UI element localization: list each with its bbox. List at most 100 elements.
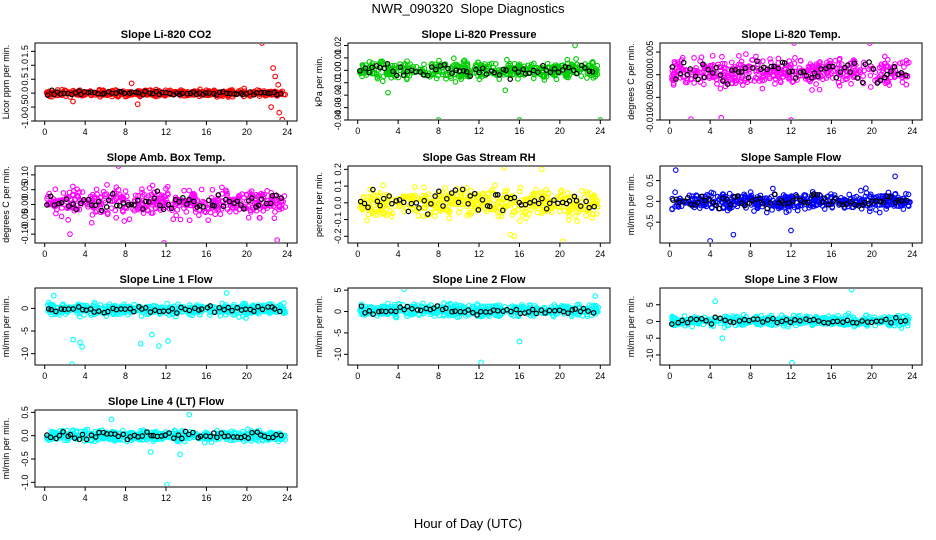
data-point — [515, 71, 522, 78]
data-point — [190, 190, 197, 197]
highlight-point — [724, 81, 731, 87]
data-point — [200, 198, 206, 205]
data-point — [827, 60, 833, 67]
highlight-point — [409, 306, 415, 312]
highlight-point — [184, 201, 190, 207]
highlight-point — [362, 65, 369, 71]
highlight-point — [226, 198, 233, 205]
highlight-point — [361, 200, 368, 207]
data-point — [786, 75, 793, 82]
data-point — [91, 195, 98, 202]
y-tick-label: 0.05 — [20, 181, 30, 199]
data-point — [860, 73, 866, 79]
highlight-point — [140, 206, 146, 212]
data-point — [253, 207, 260, 214]
highlight-point — [880, 199, 887, 205]
highlight-point — [186, 307, 193, 314]
highlight-point — [845, 62, 851, 68]
data-point — [897, 60, 904, 67]
data-point — [876, 209, 883, 216]
highlight-point — [125, 202, 132, 208]
panel-title: Slope Gas Stream RH — [422, 152, 535, 164]
highlight-point — [45, 306, 52, 312]
highlight-point — [803, 72, 810, 79]
data-point — [256, 214, 263, 221]
highlight-point — [449, 308, 455, 315]
data-point — [893, 320, 900, 327]
data-point — [386, 201, 393, 208]
data-point — [163, 196, 169, 203]
highlight-point — [445, 65, 451, 72]
highlight-point — [414, 307, 421, 313]
y-axis-label: ml/min per min. — [626, 296, 636, 358]
panel-title: Slope Li-820 Temp. — [741, 29, 840, 41]
data-point — [360, 194, 367, 200]
highlight-point — [44, 202, 50, 208]
highlight-point — [814, 192, 821, 198]
outlier-point — [401, 289, 408, 293]
highlight-point — [357, 67, 363, 74]
y-tick-label: 0.5 — [20, 73, 30, 86]
highlight-point — [142, 88, 148, 95]
data-point — [282, 204, 289, 210]
data-point — [564, 190, 571, 196]
highlight-point — [772, 191, 778, 198]
data-point — [852, 67, 858, 74]
x-tick-label: 0 — [667, 126, 672, 136]
highlight-point — [717, 72, 724, 78]
highlight-point — [586, 204, 592, 211]
highlight-point — [859, 79, 866, 86]
data-point — [709, 52, 716, 59]
highlight-point — [870, 66, 877, 72]
data-point — [850, 314, 857, 321]
data-point — [581, 203, 588, 209]
highlight-point — [229, 307, 235, 314]
data-point — [848, 80, 854, 87]
highlight-point — [58, 306, 65, 312]
data-point — [853, 193, 860, 200]
highlight-point — [56, 200, 62, 207]
data-point — [212, 211, 219, 218]
data-point — [459, 303, 466, 310]
y-tick-label: 0.5 — [645, 174, 655, 187]
data-point — [595, 304, 602, 311]
data-point — [576, 301, 583, 308]
data-point — [739, 82, 746, 88]
data-point — [56, 312, 63, 318]
highlight-point — [569, 307, 576, 313]
data-point — [396, 203, 403, 210]
highlight-point — [389, 200, 395, 207]
y-tick-label: -0.5 — [20, 99, 30, 115]
outlier-point — [788, 227, 794, 234]
outlier-point — [435, 117, 442, 119]
highlight-point — [131, 308, 137, 315]
data-point — [777, 79, 784, 86]
data-point — [738, 75, 745, 81]
highlight-point — [453, 67, 460, 74]
highlight-point — [121, 90, 128, 97]
y-tick-label: -10 — [20, 347, 30, 360]
highlight-point — [255, 303, 261, 310]
highlight-point — [362, 310, 368, 316]
data-point — [442, 185, 449, 191]
highlight-point — [495, 307, 501, 314]
highlight-point — [713, 202, 719, 209]
data-point — [416, 312, 423, 318]
data-point — [436, 57, 442, 64]
highlight-point — [239, 91, 246, 98]
scatter-panel-3: Slope Li-820 Temp.degrees C per min.0 4 8 1… — [626, 29, 923, 136]
highlight-point — [533, 310, 540, 317]
highlight-point — [264, 90, 271, 97]
highlight-point — [417, 69, 424, 75]
data-point — [170, 216, 177, 223]
highlight-point — [186, 196, 192, 203]
data-point — [480, 62, 486, 69]
highlight-point — [165, 201, 172, 208]
highlight-point — [397, 304, 403, 310]
data-point — [176, 202, 182, 209]
data-point — [670, 82, 677, 88]
data-point — [584, 75, 590, 81]
outlier-point — [501, 167, 508, 171]
data-point — [121, 218, 128, 224]
data-point — [816, 192, 823, 198]
